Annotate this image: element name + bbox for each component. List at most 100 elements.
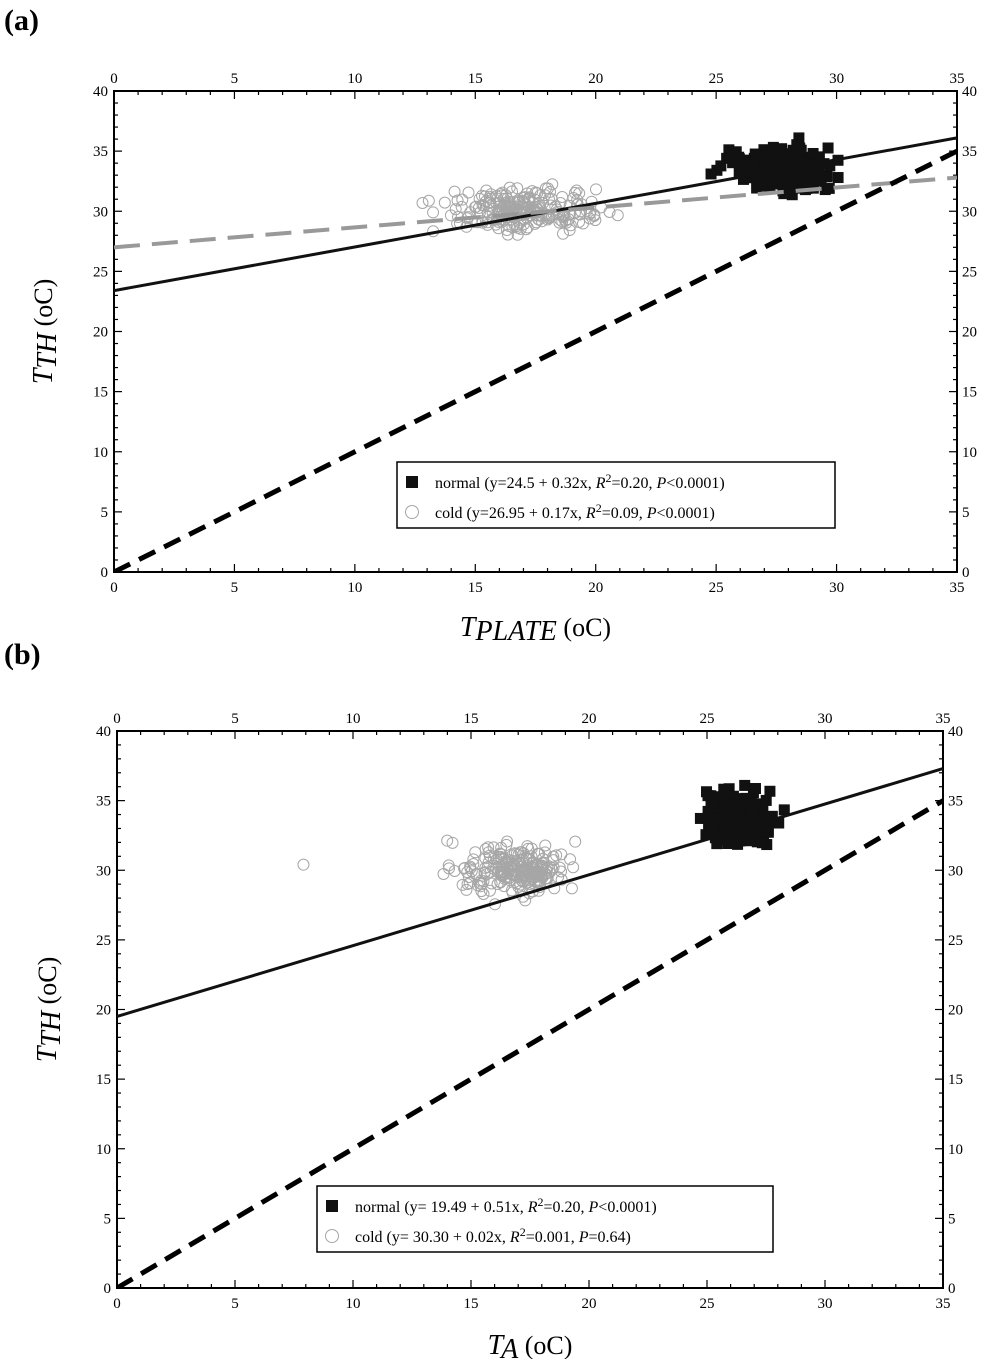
data-point	[556, 191, 569, 204]
y-tick-label-right: 40	[962, 84, 977, 100]
data-point	[493, 865, 506, 878]
data-point	[832, 172, 844, 184]
data-point	[729, 829, 741, 841]
data-point	[749, 148, 761, 160]
x-tick-label-top: 15	[468, 71, 483, 87]
data-point	[733, 153, 745, 165]
data-point	[749, 783, 761, 795]
data-point	[542, 192, 555, 205]
x-axis-label-sub: PLATE	[474, 616, 556, 647]
data-point	[511, 870, 524, 883]
x-axis-label-unit: (oC)	[518, 1331, 572, 1359]
data-point	[499, 197, 512, 210]
data-point	[469, 868, 482, 881]
x-tick-label-top: 35	[936, 711, 951, 727]
y-tick-label-right: 35	[948, 794, 963, 810]
data-point	[422, 194, 435, 207]
data-point	[511, 228, 524, 241]
data-point	[449, 203, 462, 216]
y-tick-label-right: 20	[948, 1003, 963, 1019]
data-point	[795, 144, 807, 156]
x-tick-label: 5	[231, 580, 239, 596]
data-point	[555, 865, 568, 878]
data-point	[490, 196, 503, 209]
data-point	[521, 221, 534, 234]
data-point	[796, 156, 808, 168]
data-point	[730, 146, 742, 158]
y-tick-label-right: 35	[962, 144, 977, 160]
data-point	[511, 182, 524, 195]
legend-p-value: <0.0001)	[666, 475, 724, 492]
data-point	[766, 150, 778, 162]
data-point	[721, 152, 733, 164]
x-tick-label: 0	[110, 580, 118, 596]
y-tick-label: 40	[93, 84, 108, 100]
legend: normal (y= 19.49 + 0.51x, R2=0.20, P<0.0…	[316, 1185, 774, 1253]
data-point	[495, 853, 508, 866]
x-axis-label-sub: A	[499, 1334, 519, 1359]
legend-label-text: cold (y= 30.30 + 0.02x,	[355, 1229, 510, 1246]
y-axis-label-sub: TH	[32, 331, 63, 369]
data-point	[527, 856, 540, 869]
data-point	[815, 169, 827, 181]
data-point	[553, 216, 566, 229]
y-tick-label: 35	[96, 794, 111, 810]
data-point	[469, 846, 482, 859]
data-point	[538, 189, 551, 202]
data-point	[557, 227, 570, 240]
x-axis-label: TPLATE (oC)	[460, 612, 611, 647]
legend-label-text: normal (y=24.5 + 0.32x,	[435, 475, 596, 492]
legend-r-value: =0.20,	[611, 475, 656, 492]
x-tick-label-top: 5	[231, 711, 239, 727]
data-point	[573, 215, 586, 228]
data-point	[711, 838, 723, 850]
y-tick-label-right: 20	[962, 325, 977, 341]
data-point	[722, 837, 734, 849]
data-point	[732, 808, 744, 820]
legend-marker-cold	[405, 505, 419, 519]
legend-r: R	[585, 505, 596, 522]
data-point	[497, 866, 510, 879]
data-point	[522, 842, 535, 855]
legend-label-text: normal (y= 19.49 + 0.51x,	[355, 1199, 528, 1216]
y-tick-label-right: 15	[948, 1072, 963, 1088]
series-normal	[705, 132, 844, 201]
data-point	[500, 838, 513, 851]
legend-r: R	[509, 1229, 520, 1246]
legend-p: P	[646, 505, 657, 522]
y-tick-label-right: 25	[948, 933, 963, 949]
y-tick-label-right: 30	[948, 863, 963, 879]
data-point	[550, 849, 563, 862]
data-point	[448, 185, 461, 198]
legend-p: P	[578, 1229, 589, 1246]
x-tick-label: 25	[700, 1296, 715, 1312]
data-point	[467, 853, 480, 866]
data-point	[715, 160, 727, 172]
cold-fit	[114, 175, 957, 250]
y-tick-label-right: 0	[948, 1281, 956, 1297]
data-point	[546, 178, 559, 191]
data-point	[569, 835, 582, 848]
data-point	[731, 820, 743, 832]
normal-fit	[117, 767, 943, 1018]
data-point	[824, 160, 836, 172]
y-axis-label-sub: TH	[36, 1009, 67, 1047]
data-point	[541, 213, 554, 226]
x-tick-label: 35	[936, 1296, 951, 1312]
axis-ticks	[113, 90, 958, 573]
data-point	[508, 859, 521, 872]
x-axis-label-main: T	[460, 612, 478, 643]
data-point	[746, 809, 758, 821]
data-point	[729, 835, 741, 847]
data-point	[751, 177, 763, 189]
data-point	[767, 141, 779, 153]
legend-label-normal: normal (y= 19.49 + 0.51x, R2=0.20, P<0.0…	[355, 1195, 657, 1216]
plot-area	[114, 132, 957, 572]
y-tick-label: 30	[96, 863, 111, 879]
data-point	[570, 184, 583, 197]
data-point	[787, 144, 799, 156]
data-point	[480, 184, 493, 197]
data-point	[476, 198, 489, 211]
data-point	[712, 791, 724, 803]
